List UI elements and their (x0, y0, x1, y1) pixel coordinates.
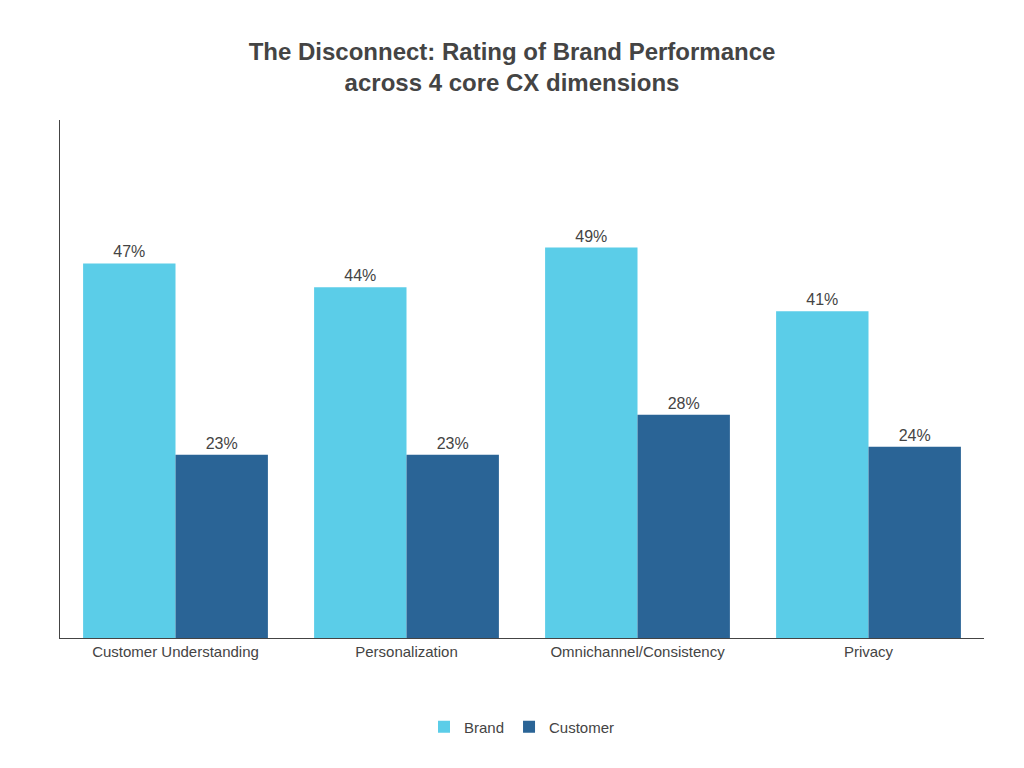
svg-text:Customer Understanding: Customer Understanding (92, 643, 259, 660)
svg-text:47%: 47% (113, 243, 145, 260)
svg-text:The Disconnect: Rating of Bran: The Disconnect: Rating of Brand Performa… (249, 38, 776, 96)
svg-text:44%: 44% (344, 267, 376, 284)
svg-text:Omnichannel/Consistency: Omnichannel/Consistency (550, 643, 725, 660)
svg-text:49%: 49% (575, 228, 607, 245)
svg-text:Privacy: Privacy (844, 643, 894, 660)
svg-text:41%: 41% (806, 291, 838, 308)
svg-text:28%: 28% (668, 395, 700, 412)
svg-text:23%: 23% (437, 435, 469, 452)
svg-text:Customer: Customer (549, 719, 614, 736)
svg-text:Personalization: Personalization (355, 643, 458, 660)
svg-text:24%: 24% (899, 427, 931, 444)
svg-text:Brand: Brand (464, 719, 504, 736)
svg-text:23%: 23% (206, 435, 238, 452)
